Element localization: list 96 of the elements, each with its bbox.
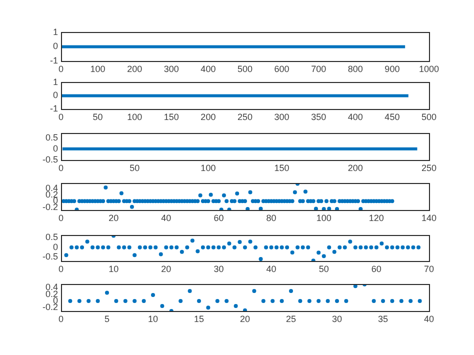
point <box>160 304 164 308</box>
x-tick-label: 60 <box>371 264 382 274</box>
y-tick-label: -1 <box>50 103 58 114</box>
point <box>206 306 210 310</box>
x-tick-label: 400 <box>200 64 216 74</box>
point <box>234 304 238 308</box>
x-tick-label: 250 <box>237 112 253 122</box>
y-tick-label: 1 <box>52 76 58 87</box>
point <box>316 299 321 304</box>
y-tick-label: -1 <box>50 55 58 66</box>
x-tick-label: 600 <box>274 64 290 74</box>
point <box>123 299 128 304</box>
point <box>68 299 72 304</box>
x-tick-label: 250 <box>421 162 437 173</box>
x-tick-label: 100 <box>127 112 142 122</box>
point <box>151 293 155 298</box>
point <box>77 299 82 304</box>
y-tick-label: 0 <box>52 242 58 252</box>
x-tick-label: 80 <box>266 212 276 223</box>
y-tick-label: 0 <box>52 90 58 100</box>
x-tick-label: 30 <box>332 314 342 324</box>
x-tick-label: 800 <box>348 64 363 74</box>
point <box>408 299 413 304</box>
x-tick-label: 120 <box>368 212 384 223</box>
x-tick-label: 200 <box>200 112 216 122</box>
x-tick-label: 400 <box>348 112 363 122</box>
y-tick-label: 1 <box>52 26 58 37</box>
point <box>243 308 247 311</box>
point <box>344 299 348 304</box>
point <box>307 299 312 304</box>
x-tick-label: 40 <box>424 314 434 324</box>
x-tick-label: 150 <box>164 112 179 122</box>
x-tick-label: 500 <box>421 112 437 122</box>
point <box>197 299 201 304</box>
point <box>280 299 284 304</box>
y-tick-label: 0 <box>52 41 58 52</box>
x-tick-label: 1000 <box>418 64 440 74</box>
point <box>381 299 385 304</box>
x-tick-label: 20 <box>108 212 119 223</box>
x-tick-label: 60 <box>214 212 224 223</box>
x-tick-label: 350 <box>311 112 326 122</box>
x-tick-label: 700 <box>311 64 326 74</box>
point <box>418 299 422 304</box>
point <box>289 289 293 294</box>
y-tick-label: -0.5 <box>42 154 58 164</box>
x-tick-label: 30 <box>214 264 224 274</box>
point <box>188 289 192 294</box>
point <box>372 299 376 304</box>
point <box>96 299 100 304</box>
point <box>261 299 266 304</box>
x-tick-label: 200 <box>127 64 142 74</box>
x-tick-label: 200 <box>348 162 363 173</box>
x-tick-label: 140 <box>421 212 437 223</box>
point <box>105 290 109 295</box>
point <box>399 299 404 304</box>
x-tick-label: 100 <box>316 212 332 223</box>
x-tick-label: 10 <box>148 314 158 324</box>
x-tick-label: 70 <box>424 264 434 274</box>
y-tick-label: 0.5 <box>45 132 58 142</box>
point <box>215 299 220 304</box>
point <box>142 299 146 304</box>
point <box>298 299 302 304</box>
x-tick-label: 150 <box>274 162 290 173</box>
point <box>270 299 275 304</box>
point <box>86 299 91 304</box>
x-tick-label: 35 <box>378 314 388 324</box>
point <box>178 299 183 304</box>
x-tick-label: 20 <box>240 314 250 324</box>
point <box>132 299 137 304</box>
x-tick-label: 450 <box>384 112 400 122</box>
x-tick-label: 40 <box>266 264 276 274</box>
y-tick-label: 0 <box>52 143 58 154</box>
y-tick-label: 0.5 <box>45 232 58 242</box>
point <box>390 299 394 304</box>
y-tick-label: -0.5 <box>42 252 58 262</box>
x-tick-label: 300 <box>274 112 290 122</box>
x-tick-label: 100 <box>200 162 216 173</box>
x-tick-label: 25 <box>286 314 296 324</box>
point <box>335 299 339 304</box>
point <box>326 299 330 304</box>
y-tick-label: -0.2 <box>42 302 58 312</box>
x-tick-label: 500 <box>237 64 253 74</box>
point <box>252 289 256 294</box>
x-tick-label: 20 <box>161 264 172 274</box>
point <box>224 299 229 304</box>
x-tick-label: 900 <box>384 64 400 74</box>
x-tick-label: 50 <box>92 112 103 122</box>
x-tick-label: 10 <box>108 264 119 274</box>
point <box>114 299 118 304</box>
x-tick-label: 50 <box>130 162 140 173</box>
x-tick-label: 5 <box>104 314 110 324</box>
x-tick-label: 50 <box>318 264 329 274</box>
x-tick-label: 100 <box>90 64 106 74</box>
x-tick-label: 15 <box>194 314 204 324</box>
x-tick-label: 40 <box>161 212 172 223</box>
x-tick-label: 300 <box>164 64 179 74</box>
